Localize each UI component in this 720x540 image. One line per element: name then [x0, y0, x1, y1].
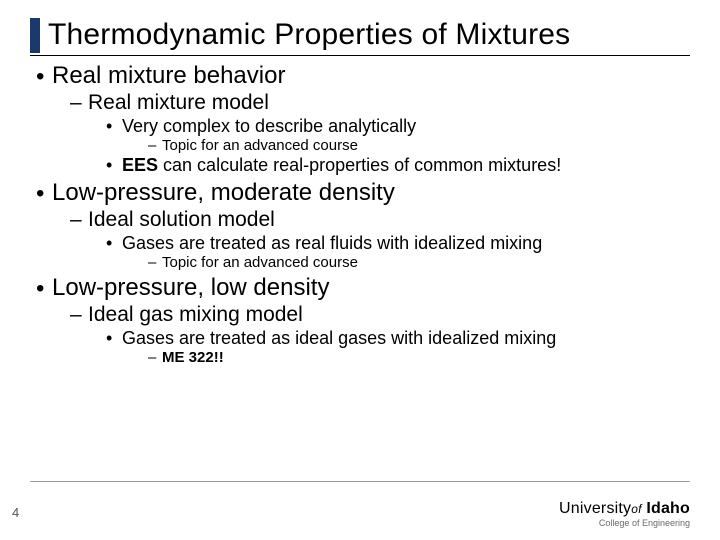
bullet-lvl1: Low-pressure, low density — [36, 274, 690, 302]
logo-of: of — [631, 502, 641, 516]
bullet-lvl2: Ideal gas mixing model — [36, 303, 690, 327]
bullet-lvl4: Topic for an advanced course — [36, 137, 690, 154]
bullet-lvl4: Topic for an advanced course — [36, 254, 690, 271]
bullet-content: Real mixture behavior Real mixture model… — [30, 62, 690, 366]
bullet-lvl4: ME 322!! — [36, 349, 690, 366]
bold-text: EES — [122, 155, 158, 175]
bullet-text: can calculate real-properties of common … — [158, 155, 561, 175]
bullet-lvl3: Very complex to describe analytically — [36, 116, 690, 137]
bullet-lvl2: Ideal solution model — [36, 208, 690, 232]
logo-university: University — [559, 500, 631, 517]
bullet-lvl3: EES can calculate real-properties of com… — [36, 155, 690, 176]
slide-title: Thermodynamic Properties of Mixtures — [48, 18, 570, 53]
bullet-lvl1: Real mixture behavior — [36, 62, 690, 90]
university-logo: Universityof Idaho College of Engineerin… — [559, 501, 690, 528]
bullet-lvl1: Low-pressure, moderate density — [36, 179, 690, 207]
footer-divider — [30, 481, 690, 482]
slide-content: Thermodynamic Properties of Mixtures Rea… — [0, 0, 720, 366]
bullet-lvl2: Real mixture model — [36, 91, 690, 115]
bullet-lvl3: Gases are treated as real fluids with id… — [36, 233, 690, 254]
bullet-lvl3: Gases are treated as ideal gases with id… — [36, 328, 690, 349]
title-accent-bar — [30, 18, 40, 53]
slide-number: 4 — [12, 505, 19, 520]
logo-college: College of Engineering — [559, 519, 690, 528]
logo-main-text: Universityof Idaho — [559, 501, 690, 517]
title-container: Thermodynamic Properties of Mixtures — [30, 18, 690, 56]
bold-text: ME 322!! — [162, 349, 224, 366]
logo-idaho: Idaho — [646, 500, 690, 517]
